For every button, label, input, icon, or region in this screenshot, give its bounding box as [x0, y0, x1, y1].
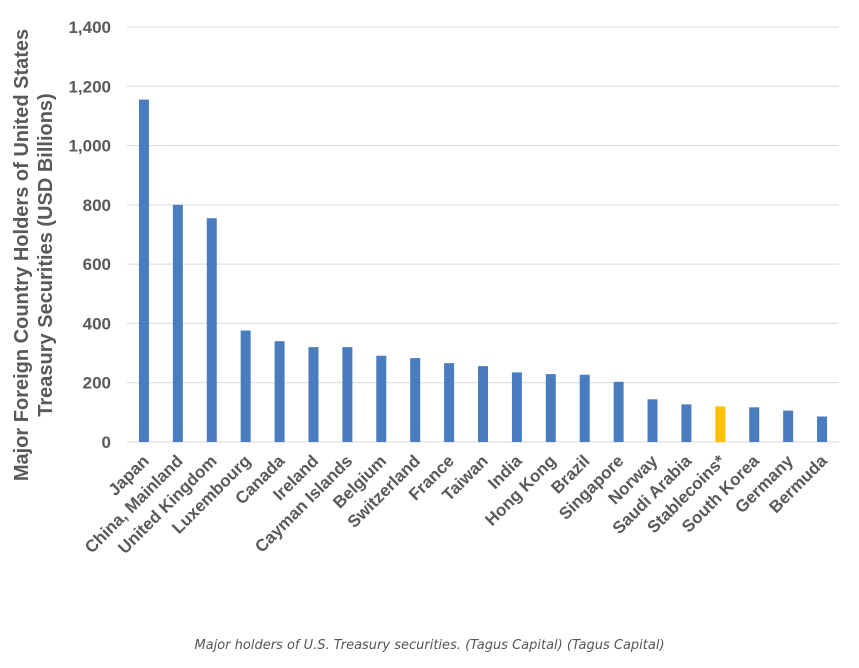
bar-belgium: [376, 355, 387, 442]
bar-luxembourg: [240, 330, 251, 442]
bar-france: [444, 363, 455, 442]
bar-ireland: [308, 347, 319, 442]
bar-bermuda: [817, 416, 828, 442]
bar-india: [511, 372, 522, 442]
bar-singapore: [613, 381, 624, 442]
y-tick-label: 400: [83, 314, 111, 333]
bar-south-korea: [749, 407, 760, 442]
y-axis-title: Major Foreign Country Holders of United …: [11, 29, 57, 481]
y-axis-title-line-2: Treasury Securities (USD Billions): [35, 93, 57, 416]
bar-chart: 0 200 400 600 800 1,000 1,200 1,400 JapanChina,…: [11, 18, 839, 558]
y-tick-label: 1,200: [68, 77, 111, 96]
bar-canada: [274, 341, 285, 442]
y-tick-label: 600: [83, 255, 111, 274]
y-tick-label: 800: [83, 196, 111, 215]
bar-japan: [138, 99, 149, 442]
bar-cayman-islands: [342, 347, 353, 442]
bars: [138, 99, 828, 442]
bar-united-kingdom: [206, 218, 217, 442]
bar-brazil: [579, 374, 590, 442]
bar-norway: [647, 399, 658, 442]
y-tick-label: 1,000: [68, 137, 111, 156]
bar-germany: [783, 410, 794, 442]
bar-stablecoins: [715, 406, 726, 442]
figure-caption: Major holders of U.S. Treasury securitie…: [194, 638, 665, 653]
bar-saudi-arabia: [681, 404, 692, 442]
y-tick-label: 0: [102, 433, 111, 452]
y-tick-label: 200: [83, 374, 111, 393]
y-tick-labels: 0 200 400 600 800 1,000 1,200 1,400: [68, 18, 111, 452]
bar-taiwan: [478, 366, 488, 442]
y-axis-title-line-1: Major Foreign Country Holders of United …: [11, 29, 33, 481]
bar-china-mainland: [172, 204, 183, 442]
bar-switzerland: [410, 358, 421, 442]
bar-hong-kong: [545, 374, 556, 442]
y-tick-label: 1,400: [68, 18, 111, 37]
